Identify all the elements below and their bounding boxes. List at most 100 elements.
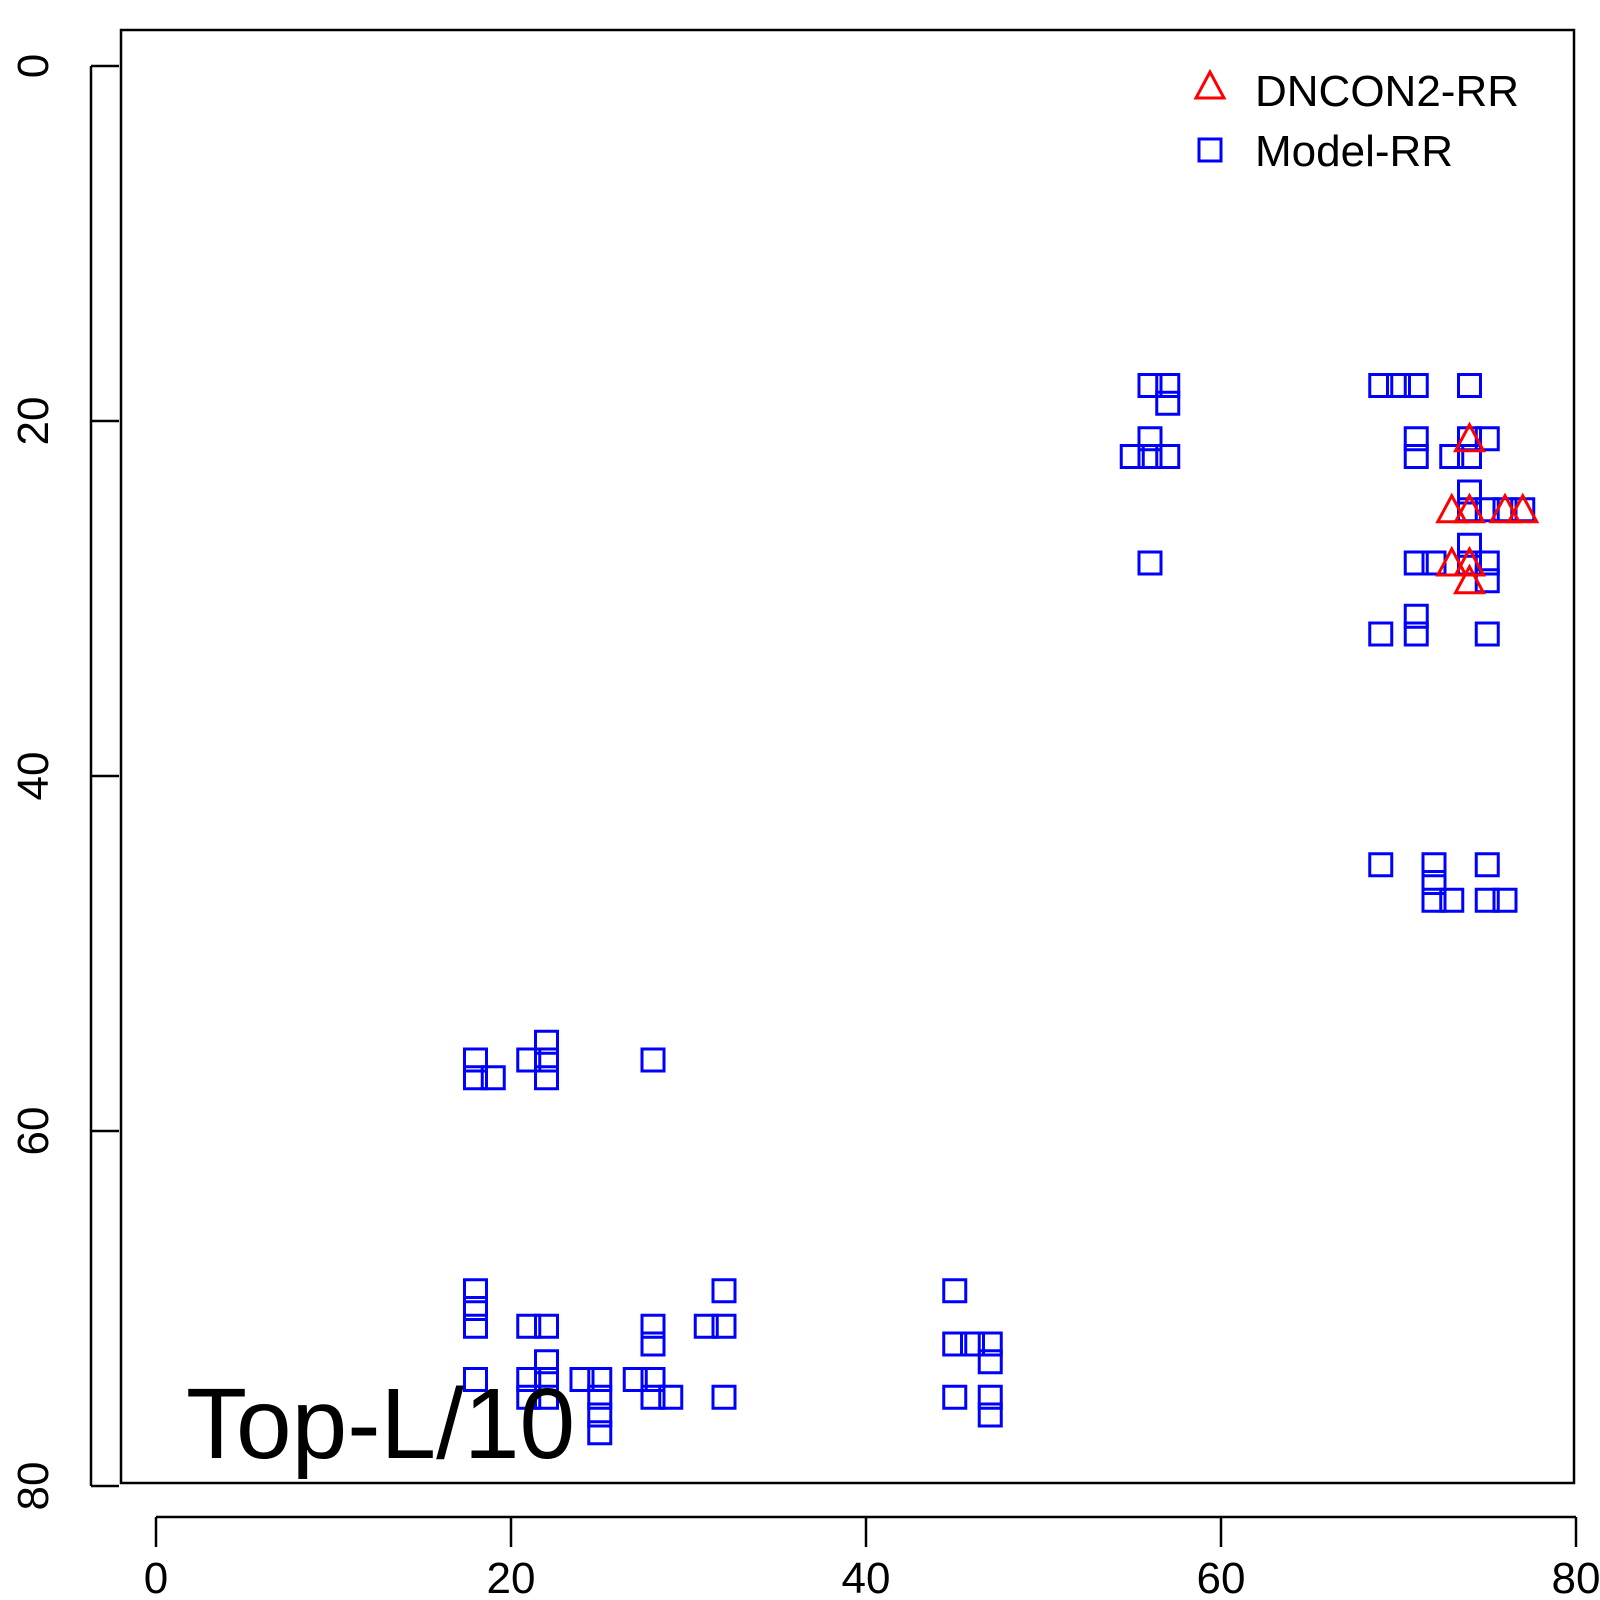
point-model-rr [1137, 444, 1163, 469]
point-model-rr [534, 1349, 559, 1375]
point-model-rr [1474, 887, 1500, 913]
point-model-rr [1457, 373, 1482, 398]
point-model-rr [516, 1047, 542, 1073]
point-model-rr [711, 1278, 737, 1304]
point-model-rr [1137, 550, 1163, 576]
point-model-rr [640, 1313, 666, 1339]
point-model-rr [463, 1278, 488, 1304]
point-model-rr [1403, 444, 1429, 469]
point-dncon2-rr [1452, 545, 1487, 577]
point-model-rr [658, 1384, 684, 1410]
point-dncon2-rr [1435, 545, 1469, 577]
y-tick-label: 60 [9, 1107, 58, 1156]
point-model-rr [1474, 852, 1500, 878]
point-model-rr [1119, 444, 1145, 469]
point-model-rr [1421, 887, 1447, 913]
point-model-rr [1439, 444, 1465, 469]
point-model-rr [516, 1384, 542, 1410]
point-model-rr [1403, 426, 1429, 452]
point-model-rr [1368, 852, 1394, 878]
legend-label-model: Model-RR [1255, 127, 1453, 176]
point-model-rr [1368, 621, 1394, 647]
point-model-rr [463, 1047, 488, 1073]
point-model-rr [977, 1349, 1003, 1375]
point-model-rr [1155, 390, 1181, 416]
point-model-rr [1368, 373, 1394, 398]
point-model-rr [534, 1065, 559, 1091]
point-dncon2-rr [1452, 492, 1487, 524]
y-tick-label: 0 [9, 54, 58, 78]
point-model-rr [1403, 373, 1429, 398]
point-model-rr [534, 1384, 559, 1410]
point-model-rr [534, 1367, 559, 1392]
point-model-rr [1137, 373, 1163, 398]
point-model-rr [463, 1367, 488, 1392]
point-model-rr [587, 1402, 613, 1428]
point-model-rr [1492, 887, 1518, 913]
point-model-rr [977, 1331, 1003, 1357]
point-model-rr [942, 1384, 968, 1410]
point-model-rr [534, 1029, 559, 1055]
x-tick-label: 20 [487, 1554, 536, 1600]
point-model-rr [1457, 444, 1482, 469]
y-tick-label: 40 [9, 752, 58, 801]
point-model-rr [1421, 870, 1447, 895]
point-model-rr [1403, 550, 1429, 576]
point-model-rr [1386, 373, 1411, 398]
legend-label-dncon2: DNCON2-RR [1255, 67, 1519, 116]
point-model-rr [622, 1367, 648, 1392]
point-model-rr [1457, 479, 1482, 505]
point-model-rr [1457, 532, 1482, 558]
point-model-rr [1155, 373, 1181, 398]
x-tick-label: 60 [1197, 1554, 1246, 1600]
point-model-rr [1474, 621, 1500, 647]
point-model-rr [942, 1331, 968, 1357]
point-model-rr [640, 1331, 666, 1357]
point-model-rr [1137, 426, 1163, 452]
point-dncon2-rr [1452, 563, 1487, 595]
point-model-rr [711, 1384, 737, 1410]
point-model-rr [1155, 444, 1181, 469]
point-model-rr [1403, 603, 1429, 629]
point-model-rr [480, 1065, 506, 1091]
y-tick-label: 20 [9, 397, 58, 446]
point-model-rr [516, 1313, 542, 1339]
point-model-rr [516, 1367, 542, 1392]
point-model-rr [640, 1384, 666, 1410]
point-model-rr [534, 1047, 559, 1073]
point-model-rr [463, 1313, 488, 1339]
point-model-rr [640, 1367, 666, 1392]
chart-annotation: Top-L/10 [186, 1368, 575, 1480]
x-tick-label: 40 [842, 1554, 891, 1600]
point-dncon2-rr [1488, 492, 1522, 524]
point-model-rr [463, 1296, 488, 1321]
point-model-rr [1421, 852, 1447, 878]
point-model-rr [463, 1065, 488, 1091]
point-dncon2-rr [1435, 492, 1469, 524]
point-model-rr [587, 1420, 613, 1446]
point-model-rr [977, 1384, 1003, 1410]
point-model-rr [942, 1278, 968, 1304]
x-tick-label: 80 [1552, 1554, 1600, 1600]
x-tick-label: 0 [144, 1554, 168, 1600]
point-model-rr [711, 1313, 737, 1339]
legend-marker-dncon2 [1193, 68, 1227, 100]
plot-frame [119, 28, 1576, 1485]
point-model-rr [960, 1331, 985, 1357]
point-model-rr [693, 1313, 719, 1339]
point-dncon2-rr [1506, 492, 1540, 524]
point-dncon2-rr [1452, 421, 1487, 453]
y-axis: 0 20 40 60 80 [9, 54, 119, 1511]
point-model-rr [569, 1367, 595, 1392]
y-tick-label: 80 [9, 1462, 58, 1511]
x-axis: 0 20 40 60 80 [144, 1515, 1600, 1600]
point-model-rr [977, 1402, 1003, 1428]
point-model-rr [1403, 621, 1429, 647]
point-model-rr [1439, 887, 1465, 913]
series-layer [463, 373, 1540, 1446]
point-model-rr [640, 1047, 666, 1073]
point-model-rr [534, 1313, 559, 1339]
legend-marker-model [1197, 137, 1223, 163]
point-model-rr [587, 1367, 613, 1392]
